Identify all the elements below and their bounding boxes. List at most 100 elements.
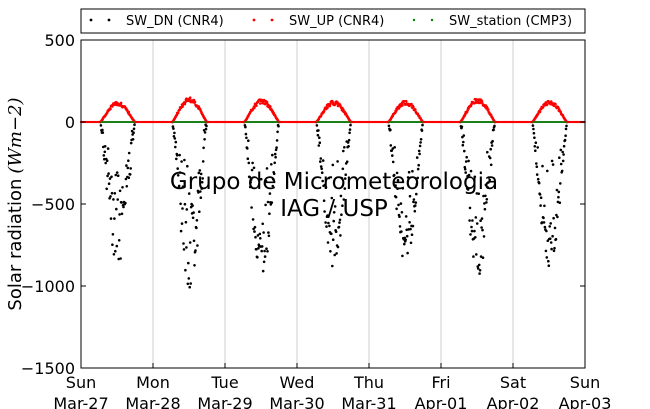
sw-dn-point	[465, 155, 469, 159]
sw-dn-point	[390, 149, 394, 152]
sw-dn-point	[418, 152, 421, 156]
sw-dn-point	[534, 149, 537, 152]
sw-dn-point	[115, 244, 119, 248]
y-tick-label: −1000	[21, 277, 75, 296]
sw-dn-point	[478, 269, 482, 272]
sw-dn-point	[262, 260, 266, 264]
sw-dn-point	[111, 233, 115, 236]
sw-dn-point	[341, 167, 345, 171]
sw-dn-point	[329, 250, 332, 253]
sw-dn-point	[480, 226, 483, 229]
legend-marker-sw-station	[430, 18, 434, 22]
sw-dn-point	[548, 237, 552, 240]
sw-dn-point	[396, 178, 400, 182]
sw-dn-point	[331, 238, 335, 241]
sw-dn-point	[408, 221, 411, 224]
sw-dn-point	[199, 190, 202, 193]
sw-dn-point	[473, 229, 476, 233]
legend-marker-sw-up	[252, 18, 256, 22]
x-tick-label-date: Mar-30	[269, 394, 324, 409]
y-axis-label-unit: (Wm−2)	[5, 97, 26, 173]
sw-dn-point	[121, 186, 124, 189]
sw-dn-point	[319, 160, 322, 163]
sw-station-point	[422, 121, 424, 123]
sw-dn-point	[249, 181, 252, 184]
sw-dn-point	[468, 219, 471, 222]
sw-dn-point	[545, 256, 549, 259]
data-points	[79, 96, 586, 289]
x-tick-label-weekday: Wed	[280, 373, 315, 392]
sw-dn-point	[397, 203, 400, 207]
sw-dn-point	[538, 193, 542, 196]
sw-dn-point	[192, 211, 195, 214]
sw-dn-point	[186, 282, 190, 286]
sw-dn-point	[176, 174, 180, 177]
sw-dn-point	[253, 225, 257, 229]
sw-dn-point	[340, 176, 344, 180]
sw-dn-point	[471, 219, 474, 222]
legend-label-sw-up: SW_UP (CNR4)	[289, 14, 384, 29]
sw-dn-point	[478, 272, 481, 275]
sw-dn-point	[392, 173, 396, 177]
sw-dn-point	[337, 225, 341, 229]
sw-dn-point	[463, 149, 466, 153]
sw-dn-point	[317, 129, 320, 132]
sw-dn-point	[271, 153, 274, 157]
sw-dn-point	[462, 140, 465, 144]
sw-dn-point	[268, 212, 271, 215]
sw-up-point	[480, 99, 484, 103]
sw-dn-point	[398, 225, 402, 228]
sw-dn-point	[333, 253, 337, 257]
sw-dn-point	[546, 169, 549, 173]
x-tick-label-weekday: Mon	[136, 373, 170, 392]
sw-dn-point	[327, 221, 330, 225]
sw-dn-point	[271, 178, 275, 181]
sw-dn-point	[188, 241, 192, 244]
sw-dn-point	[173, 131, 176, 135]
sw-dn-point	[187, 192, 191, 195]
sw-dn-point	[178, 171, 182, 174]
x-tick-label-date: Apr-02	[487, 394, 540, 409]
sw-dn-point	[271, 184, 275, 188]
sw-dn-point	[124, 177, 128, 181]
sw-dn-point	[324, 221, 327, 224]
legend-label-sw-station: SW_station (CMP3)	[449, 14, 572, 29]
sw-dn-point	[251, 161, 254, 165]
sw-dn-point	[545, 229, 548, 233]
sw-dn-point	[266, 250, 269, 253]
sw-dn-point	[183, 202, 187, 206]
y-axis-label-text: Solar radiation	[5, 179, 26, 311]
sw-dn-point	[331, 163, 335, 167]
sw-dn-point	[319, 165, 323, 168]
sw-dn-point	[198, 210, 201, 213]
sw-dn-point	[247, 161, 251, 165]
sw-up-point	[109, 107, 112, 111]
sw-dn-point	[118, 213, 121, 216]
sw-dn-point	[481, 256, 485, 260]
sw-dn-point	[172, 135, 176, 138]
sw-dn-point	[173, 137, 177, 140]
sw-dn-point	[557, 190, 561, 194]
x-tick-label-weekday: Fri	[431, 373, 450, 392]
sw-dn-point	[547, 259, 550, 263]
sw-dn-point	[479, 219, 482, 222]
sw-dn-point	[401, 187, 405, 190]
y-tick-label: −500	[31, 195, 75, 214]
sw-dn-point	[536, 146, 539, 149]
sw-dn-point	[131, 138, 135, 141]
sw-station-point	[134, 121, 136, 123]
sw-dn-point	[174, 140, 178, 144]
sw-dn-point	[203, 131, 207, 134]
x-tick-label-date: Mar-31	[341, 394, 396, 409]
sw-dn-point	[338, 221, 341, 224]
sw-up-point	[176, 111, 180, 115]
sw-dn-point	[535, 173, 539, 176]
sw-dn-point	[395, 171, 399, 175]
sw-dn-point	[246, 147, 249, 150]
sw-dn-point	[200, 180, 204, 184]
sw-dn-point	[102, 154, 106, 157]
vertical-grid	[152, 40, 514, 368]
sw-dn-point	[198, 169, 202, 172]
sw-dn-point	[552, 249, 556, 253]
sw-dn-point	[416, 176, 420, 180]
